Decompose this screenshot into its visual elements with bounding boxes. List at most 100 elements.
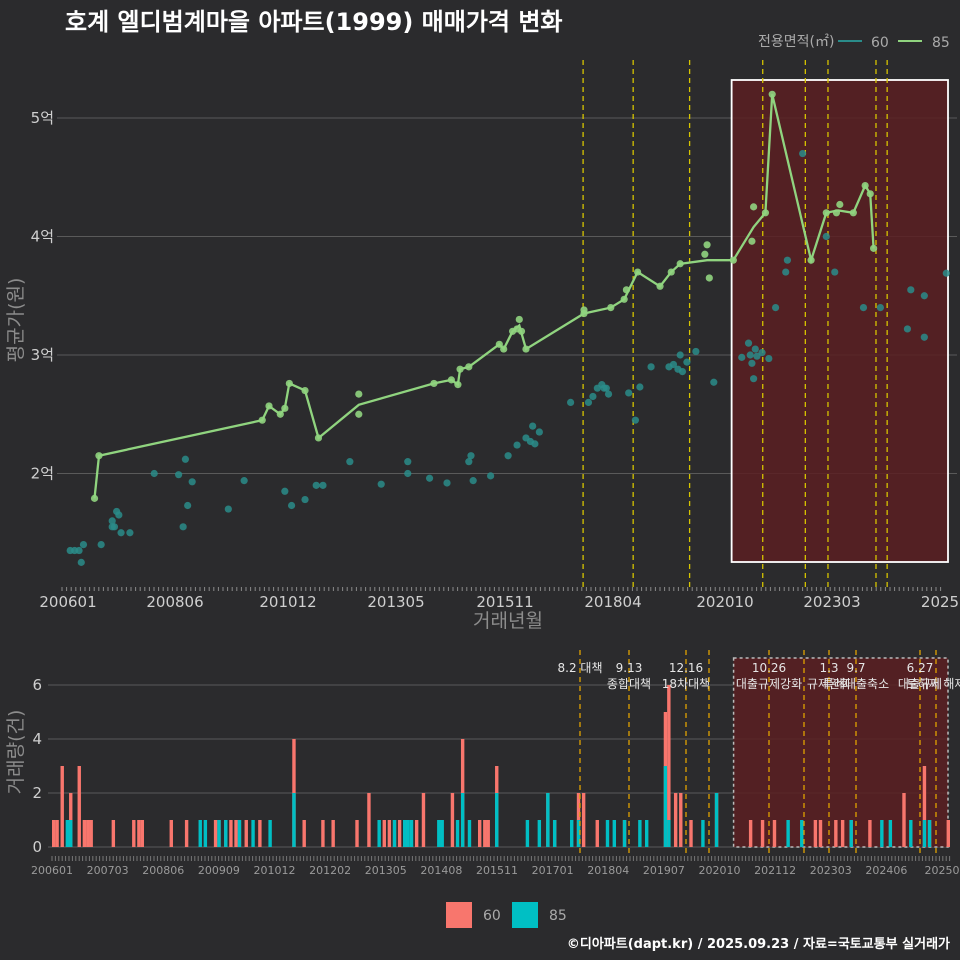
point-60-50 <box>604 390 613 398</box>
point-60-30 <box>425 474 434 482</box>
point-60-36 <box>504 452 512 460</box>
vol-bar-85-27 <box>292 793 296 847</box>
event-label-7-1: 특례대출축소 <box>823 677 889 691</box>
point-60-83 <box>920 292 928 300</box>
vol-bar-85-61 <box>605 820 610 847</box>
vol-bar-60-28 <box>302 820 306 847</box>
vol-bar-60-23 <box>244 820 248 847</box>
vol-bar-85-52 <box>495 793 499 847</box>
vol-bar-85-48 <box>467 820 472 847</box>
vol-tick-label-2: 4 <box>32 730 42 748</box>
vol-bar-60-17 <box>213 820 218 847</box>
point-60-64 <box>744 339 753 347</box>
point-85-27 <box>622 286 631 294</box>
point-60-72 <box>771 304 780 312</box>
vol-bar-85-46 <box>455 820 460 847</box>
point-60-32 <box>465 458 473 466</box>
point-60-41 <box>531 440 539 448</box>
vol-bar-85-85 <box>888 820 893 847</box>
point-85-41 <box>822 209 830 217</box>
event-label-7-0: 9.7 <box>846 661 865 675</box>
vol-bar-60-7 <box>86 820 90 847</box>
point-85-4 <box>276 410 284 418</box>
point-85-22 <box>522 345 530 353</box>
point-85-42 <box>832 209 841 217</box>
point-60-40 <box>529 422 537 430</box>
volume-panel: 0 2 4 6 거래량(건) 200601 200703 200806 200909 201012… <box>5 650 960 877</box>
legend-label-85: 85 <box>932 35 950 51</box>
y-axis-title: 평균가(원) <box>5 278 27 363</box>
point-85-39 <box>768 90 776 98</box>
legend-swatch-85 <box>512 902 538 928</box>
y-tick-label-1: 3억 <box>31 346 54 364</box>
point-60-56 <box>669 360 678 369</box>
point-60-16 <box>181 455 189 463</box>
y-tick-label-3: 5억 <box>31 109 54 127</box>
vol-x-label-16: 20250 <box>925 864 960 877</box>
point-60-44 <box>584 398 593 406</box>
point-60-73 <box>782 268 790 276</box>
vol-bar-85-77 <box>800 820 804 847</box>
point-60-84 <box>942 269 950 277</box>
vol-bar-85-76 <box>786 820 790 847</box>
point-85-17 <box>500 345 508 353</box>
vol-x-label-2: 200806 <box>142 864 184 877</box>
point-60-11 <box>117 529 125 537</box>
vol-bar-60-75 <box>772 820 777 847</box>
point-60-70 <box>758 349 766 357</box>
vol-bar-60-67 <box>667 685 671 847</box>
point-85-47 <box>870 244 878 252</box>
event-label-4-1: 대출규제강화 <box>736 677 802 691</box>
event-label-4-0: 10.26 <box>752 661 786 675</box>
vol-bar-60-6 <box>82 820 87 847</box>
point-60-43 <box>567 398 575 406</box>
point-85-36 <box>750 203 758 211</box>
point-60-66 <box>748 359 756 367</box>
event-label-0-0: 8.2 대책 <box>558 660 603 675</box>
point-60-27 <box>377 480 385 488</box>
vol-bar-85-57 <box>570 820 574 847</box>
point-60-12 <box>126 529 134 537</box>
point-60-22 <box>287 501 296 510</box>
point-85-40 <box>807 256 815 264</box>
point-60-25 <box>319 481 327 489</box>
x-tick-label-8: 2025 <box>921 593 959 611</box>
vol-bar-60-68 <box>673 793 678 847</box>
vol-bar-60-9 <box>111 820 116 847</box>
vol-x-label-10: 201804 <box>587 864 629 877</box>
vol-bar-85-55 <box>546 793 550 847</box>
point-60-23 <box>301 495 309 504</box>
point-85-12 <box>447 376 455 384</box>
x-tick-label-7: 202303 <box>803 593 860 611</box>
point-60-37 <box>513 441 521 449</box>
point-85-9 <box>355 410 363 418</box>
vol-bar-60-34 <box>382 820 386 847</box>
point-85-5 <box>281 404 289 412</box>
event-label-1-1: 종합대책 <box>607 676 651 691</box>
vol-bar-60-1 <box>55 820 59 847</box>
point-85-14 <box>456 365 464 373</box>
point-60-33 <box>467 452 475 460</box>
vol-tick-label-1: 2 <box>32 784 42 802</box>
x-tick-label-4: 201511 <box>476 593 533 611</box>
event-label-8-1: 대출규제 <box>898 677 942 691</box>
vol-bar-60-70 <box>689 820 693 847</box>
vol-bar-60-31 <box>355 820 359 847</box>
point-60-52 <box>631 416 640 424</box>
point-85-30 <box>667 268 675 276</box>
point-60-53 <box>636 383 644 391</box>
point-85-10 <box>355 390 363 398</box>
vol-bar-60-73 <box>748 820 753 847</box>
vol-bar-60-86 <box>902 793 906 847</box>
point-60-78 <box>859 304 868 312</box>
point-60-60 <box>683 358 691 366</box>
vol-bar-85-15 <box>198 820 202 847</box>
legend-label-60: 60 <box>871 35 889 51</box>
vol-bar-85-4 <box>69 820 73 847</box>
point-85-28 <box>634 268 642 276</box>
vol-x-label-4: 201012 <box>254 864 296 877</box>
vol-bar-60-30 <box>331 820 335 847</box>
vol-bar-85-36 <box>392 820 397 847</box>
vol-bar-85-43 <box>437 820 441 847</box>
